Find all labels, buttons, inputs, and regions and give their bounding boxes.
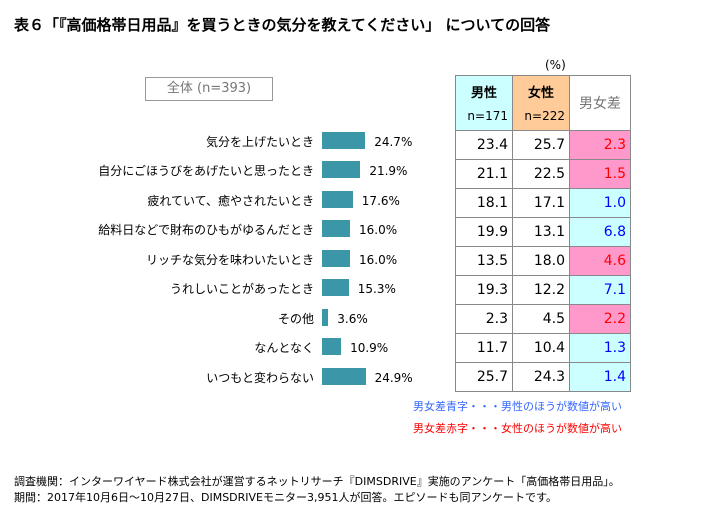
value-label: 10.9%	[350, 341, 389, 356]
bar	[322, 279, 349, 297]
header-label: 女性	[527, 86, 554, 101]
female-value: 24.3	[512, 362, 570, 392]
category-label: いつもと変わらない	[206, 370, 314, 385]
female-value: 22.5	[512, 159, 570, 189]
female-value: 17.1	[512, 188, 570, 218]
bar	[322, 308, 329, 326]
table-row: 19.3 12.2 7.1	[455, 275, 631, 305]
diff-value: 7.1	[569, 275, 631, 305]
value-label: 16.0%	[359, 223, 398, 238]
female-value: 10.4	[512, 333, 570, 363]
value-label: 17.6%	[361, 193, 400, 208]
header-n: n=222	[524, 109, 565, 123]
bar	[322, 190, 353, 208]
unit-label: (%)	[545, 58, 566, 72]
category-label: 疲れていて、癒やされたいとき	[147, 193, 314, 208]
female-value: 4.5	[512, 304, 570, 334]
female-value: 25.7	[512, 130, 570, 160]
diff-value: 1.3	[569, 333, 631, 363]
male-value: 21.1	[455, 159, 513, 189]
bar	[322, 161, 361, 179]
bar	[322, 367, 366, 385]
male-value: 11.7	[455, 333, 513, 363]
chart-title: 表６「『高価格帯日用品』を買うときの気分を教えてください」 についての回答	[14, 16, 551, 34]
category-label: 気分を上げたいとき	[205, 134, 314, 149]
note-red: 男女差赤字・・・女性のほうが数値が高い	[413, 422, 622, 435]
value-label: 15.3%	[357, 282, 396, 297]
table-header: 男性 n=171 女性 n=222 男女差	[455, 75, 631, 131]
header-n: n=171	[467, 109, 508, 123]
bar	[322, 131, 366, 149]
category-label: 給料日などで財布のひもがゆるんだとき	[98, 223, 314, 238]
table-row: 19.9 13.1 6.8	[455, 217, 631, 247]
male-value: 23.4	[455, 130, 513, 160]
male-value: 18.1	[455, 188, 513, 218]
category-label: うれしいことがあったとき	[169, 282, 314, 297]
diff-value: 1.5	[569, 159, 631, 189]
value-label: 3.6%	[337, 311, 368, 326]
gender-table: 男性 n=171 女性 n=222 男女差 23.4 25.7 2.3 21.1 22.5 1.5 1…	[455, 75, 631, 392]
category-label: 自分にごほうびをあげたいと思ったとき	[98, 164, 314, 179]
note-blue: 男女差青字・・・男性のほうが数値が高い	[413, 400, 622, 413]
table-row: 23.4 25.7 2.3	[455, 130, 631, 160]
footer-line: 調査機関：インターワイヤード株式会社が運営するネットリサーチ『DIMSDRIVE…	[14, 475, 620, 488]
table-row: 18.1 17.1 1.0	[455, 188, 631, 218]
value-label: 24.9%	[374, 370, 413, 385]
male-value: 25.7	[455, 362, 513, 392]
table-row: 13.5 18.0 4.6	[455, 246, 631, 276]
female-value: 12.2	[512, 275, 570, 305]
diff-value: 2.3	[569, 130, 631, 160]
group-label: 全体 (n=393)	[145, 77, 273, 101]
female-value: 13.1	[512, 217, 570, 247]
table-row: 2.3 4.5 2.2	[455, 304, 631, 334]
bar	[322, 249, 350, 267]
header-cell: 女性 n=222	[512, 75, 570, 131]
diff-value: 1.0	[569, 188, 631, 218]
male-value: 2.3	[455, 304, 513, 334]
table-row: 11.7 10.4 1.3	[455, 333, 631, 363]
table-row: 21.1 22.5 1.5	[455, 159, 631, 189]
male-value: 19.9	[455, 217, 513, 247]
diff-value: 6.8	[569, 217, 631, 247]
header-cell: 男女差	[569, 75, 631, 131]
footer-line: 期間：2017年10月6日～10月27日、DIMSDRIVEモニター3,951人…	[14, 491, 557, 504]
header-label: 男性	[470, 86, 497, 101]
table-row: 25.7 24.3 1.4	[455, 362, 631, 392]
female-value: 18.0	[512, 246, 570, 276]
value-label: 16.0%	[359, 252, 398, 267]
value-label: 24.7%	[374, 134, 413, 149]
header-cell: 男性 n=171	[455, 75, 513, 131]
diff-value: 1.4	[569, 362, 631, 392]
category-label: リッチな気分を味わいたいとき	[145, 252, 314, 267]
category-label: なんとなく	[254, 341, 314, 356]
diff-value: 2.2	[569, 304, 631, 334]
male-value: 13.5	[455, 246, 513, 276]
category-label: その他	[277, 311, 314, 326]
bar	[322, 220, 350, 238]
value-label: 21.9%	[369, 164, 408, 179]
male-value: 19.3	[455, 275, 513, 305]
diff-value: 4.6	[569, 246, 631, 276]
bar	[322, 338, 342, 356]
